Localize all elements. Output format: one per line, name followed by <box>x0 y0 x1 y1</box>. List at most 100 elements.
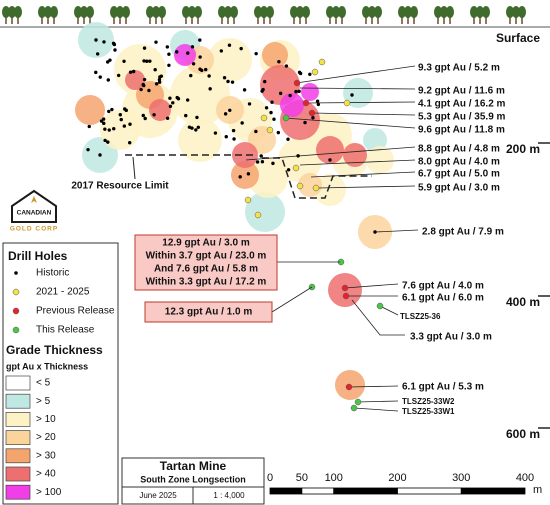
historic-hole <box>196 125 201 129</box>
scale-segment <box>397 487 462 495</box>
callout-label: TLSZ25-33W1 <box>402 407 455 416</box>
legend-swatch <box>5 466 31 482</box>
legend-label: Historic <box>36 268 69 279</box>
legend-swatch <box>5 412 31 427</box>
historic-hole <box>113 48 117 52</box>
grade-shell <box>363 128 387 152</box>
callout-label: 9.6 gpt Au / 11.8 m <box>418 125 505 136</box>
callout-label: 6.1 gpt Au / 5.3 m <box>402 382 484 393</box>
tree-crown <box>230 6 238 18</box>
tree-crown <box>38 6 46 18</box>
historic-hole <box>238 175 242 179</box>
legend-label: > 20 <box>36 432 56 443</box>
historic-hole <box>103 127 107 131</box>
historic-hole <box>116 73 121 78</box>
historic-hole <box>142 77 147 82</box>
legend-label: > 10 <box>36 414 56 425</box>
grade-shell <box>75 95 105 125</box>
grade-shell <box>366 146 394 174</box>
tree-crown <box>440 6 448 18</box>
grade-shells <box>75 22 394 400</box>
historic-hole <box>154 40 158 44</box>
legend-label: 2021 - 2025 <box>36 287 90 298</box>
grade-shell <box>343 143 367 167</box>
historic-hole <box>122 59 126 64</box>
grade-shell <box>174 44 196 66</box>
legend-label: Previous Release <box>36 306 115 317</box>
historic-hole <box>200 68 204 73</box>
logo-line1: CANADIAN <box>17 210 52 217</box>
drill-hole <box>296 182 304 190</box>
grade-shell <box>245 192 285 232</box>
callout-label: 4.1 gpt Au / 16.2 m <box>418 99 506 110</box>
callout-label: 3.3 gpt Au / 3.0 m <box>410 332 492 343</box>
drill-hole <box>341 284 349 292</box>
leader-line <box>374 229 419 233</box>
intercept-text: 12.9 gpt Au / 3.0 m <box>162 238 250 249</box>
historic-hole <box>168 96 172 100</box>
historic-hole <box>167 63 171 67</box>
drill-hole <box>312 184 320 192</box>
leader-line <box>245 146 416 161</box>
tree-crown <box>506 6 514 18</box>
tree-crown <box>368 6 376 18</box>
scale-segment <box>333 487 398 495</box>
historic-hole <box>99 119 104 123</box>
title-block-frame <box>121 457 265 505</box>
grade-shell <box>231 161 259 189</box>
resource-limit-label: 2017 Resource Limit <box>71 181 169 192</box>
historic-hole <box>98 75 102 79</box>
scale-segment <box>269 487 303 495</box>
leader-line <box>348 385 399 388</box>
tree-crown <box>446 6 454 18</box>
tree-crown <box>434 6 442 18</box>
legend-swatch <box>5 484 31 500</box>
grade-shell <box>301 83 319 101</box>
historic-hole <box>264 106 269 110</box>
historic-hole <box>128 122 132 126</box>
historic-hole <box>168 104 173 109</box>
scale-label: 200 <box>388 472 406 484</box>
drill-hole <box>350 404 358 412</box>
historic-hole <box>224 135 228 139</box>
scale-label: 400 <box>516 472 534 484</box>
historic-hole <box>195 115 199 120</box>
intercept-text: 12.3 gpt Au / 1.0 m <box>165 307 253 318</box>
historic-hole <box>86 147 90 152</box>
leader-line <box>379 305 399 316</box>
callout-label: 8.8 gpt Au / 4.8 m <box>418 144 500 155</box>
historic-hole <box>213 131 218 135</box>
tree-crown <box>158 6 166 18</box>
scale-label: 100 <box>325 472 343 484</box>
scale-unit: m <box>533 484 542 496</box>
intercept-text: And 7.6 gpt Au / 5.8 m <box>154 264 258 275</box>
historic-hole <box>143 116 147 121</box>
historic-hole <box>288 93 292 98</box>
historic-hole <box>102 40 106 44</box>
tree-crown <box>254 6 262 18</box>
historic-hole <box>145 59 149 63</box>
historic-hole <box>294 89 298 94</box>
drill-hole <box>244 196 252 204</box>
historic-hole <box>263 79 267 84</box>
title-block: Tartan Mine South Zone Longsection June … <box>121 457 265 505</box>
historic-hole <box>165 45 170 49</box>
callout-label: 6.7 gpt Au / 5.0 m <box>418 169 500 180</box>
tree-crown <box>398 6 406 18</box>
legend-label: This Release <box>36 325 95 336</box>
historic-hole <box>260 89 264 93</box>
legend-subtitle: gpt Au x Thickness <box>6 361 88 371</box>
historic-hole <box>260 159 265 164</box>
drill-hole <box>376 302 384 310</box>
historic-hole <box>131 69 136 74</box>
leader-line <box>284 117 416 129</box>
tree-crown <box>512 6 520 18</box>
intercept-boxes: 12.9 gpt Au / 3.0 m Within 3.7 gpt Au / 2… <box>134 234 340 323</box>
legend-label: < 5 <box>36 378 51 389</box>
historic-hole <box>311 116 315 120</box>
historic-hole <box>284 64 289 68</box>
historic-hole <box>103 138 107 143</box>
legend-title: Drill Holes <box>8 249 68 263</box>
historic-hole <box>141 82 145 87</box>
